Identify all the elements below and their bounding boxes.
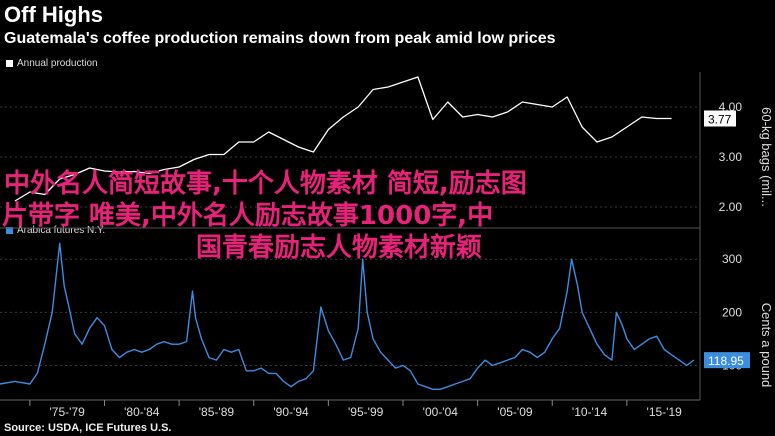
production-ytick-label: 3.00 xyxy=(719,150,743,164)
production-last-value-tag xyxy=(704,110,736,127)
overlay-line-1: 中外名人简短故事,十个人物素材 简短,励志图 xyxy=(4,169,527,199)
x-tick-label: '15-'19 xyxy=(647,405,683,419)
futures-last-value-tag xyxy=(704,352,750,369)
futures-series-line xyxy=(0,242,695,390)
watermark-overlay-text: 中外名人简短故事,十个人物素材 简短,励志图 片带字 唯美,中外名人励志故事10… xyxy=(0,168,775,264)
x-tick-label: '95-'99 xyxy=(348,405,384,419)
x-tick-label: '05-'09 xyxy=(497,405,533,419)
chart-title: Off Highs xyxy=(4,2,103,27)
futures-ytick-label: 200 xyxy=(722,305,742,319)
source-note: Source: USDA, ICE Futures U.S. xyxy=(4,422,172,434)
production-ytick-label: 2.00 xyxy=(719,200,743,214)
x-tick-label: '10-'14 xyxy=(572,405,608,419)
x-tick-label: '00-'04 xyxy=(423,405,459,419)
legend-production: Annual production xyxy=(6,58,98,69)
overlay-line-3: 国青春励志人物素材新颖 xyxy=(196,233,483,263)
futures-ytick-label: 300 xyxy=(722,252,742,266)
futures-yaxis-label: Cents a pound xyxy=(759,303,774,388)
x-tick-label: '75-'79 xyxy=(50,405,86,419)
x-tick-label: '90-'94 xyxy=(273,405,309,419)
futures-last-value-label: 118.95 xyxy=(708,354,744,368)
legend-futures: Arabica futures N.Y. xyxy=(6,225,105,236)
x-tick-label: '85-'89 xyxy=(199,405,235,419)
production-yaxis-label: 60-kg bags (mil... xyxy=(759,107,774,207)
legend-production-label: Annual production xyxy=(17,58,98,69)
overlay-line-2: 片带字 唯美,中外名人励志故事1000字,中 xyxy=(2,201,494,231)
production-last-value-label: 3.77 xyxy=(708,113,732,127)
legend-futures-label: Arabica futures N.Y. xyxy=(17,225,106,236)
legend-production-swatch xyxy=(6,60,13,67)
chart-subtitle: Guatemala's coffee production remains do… xyxy=(4,30,556,47)
legend-futures-swatch xyxy=(6,227,13,234)
x-tick-label: '80-'84 xyxy=(124,405,160,419)
production-series-line xyxy=(14,76,672,202)
